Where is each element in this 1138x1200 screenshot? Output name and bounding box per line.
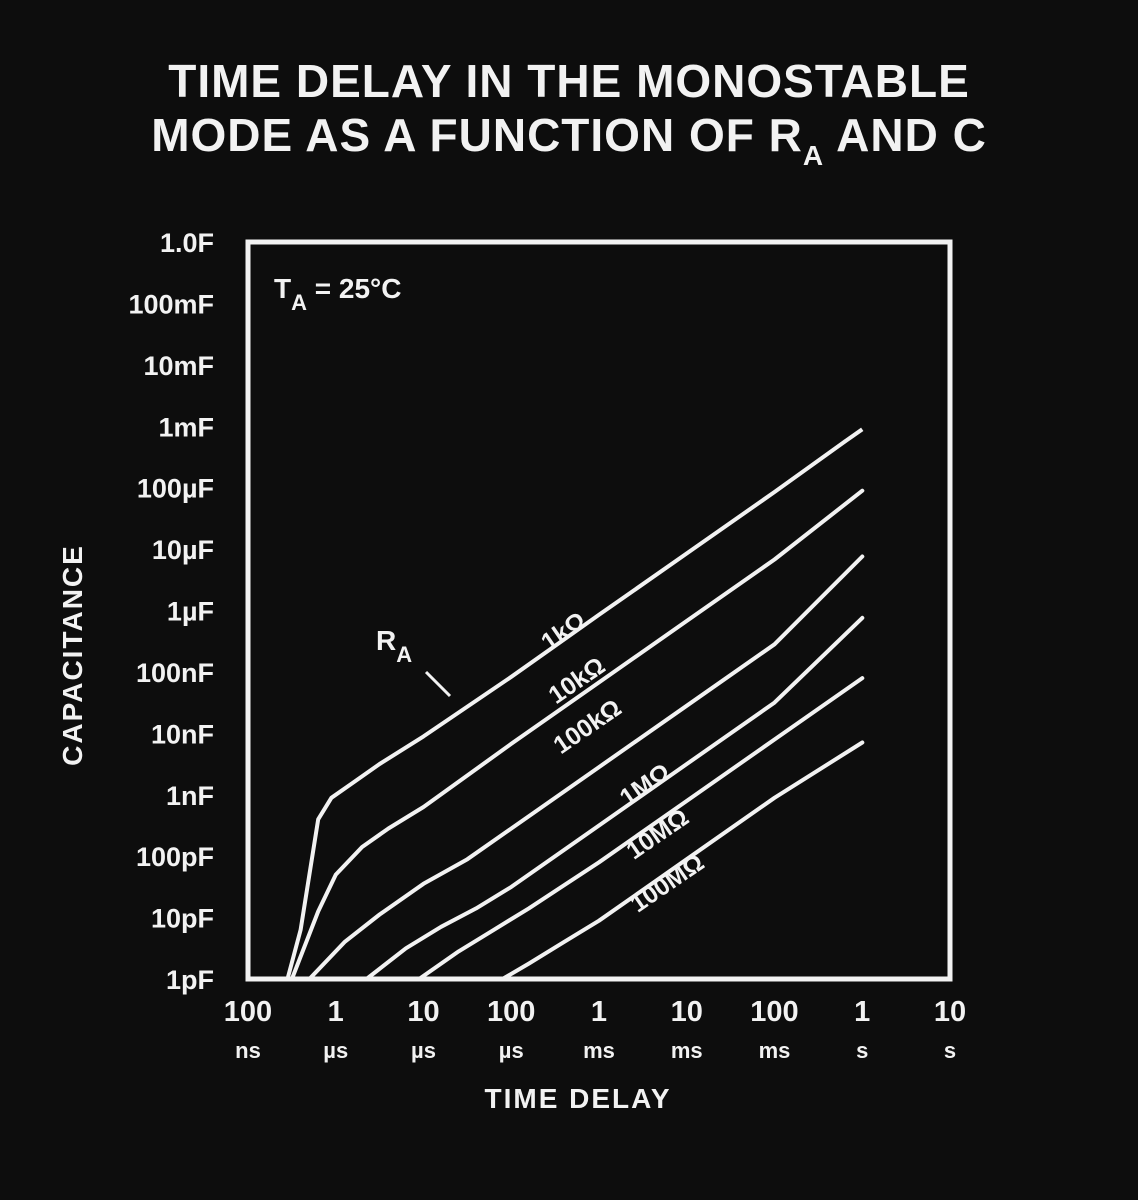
y-tick-label: 1mF (158, 412, 214, 442)
series-label: 1kΩ (536, 606, 591, 656)
series-line (417, 676, 865, 981)
series-label: 1MΩ (615, 758, 676, 812)
y-tick-label: 10mF (143, 351, 214, 381)
title-prefix: MODE AS A FUNCTION OF R (151, 109, 803, 161)
series-line (285, 439, 847, 981)
x-tick-value: 10 (934, 996, 966, 1028)
x-tick-unit: ms (759, 1038, 791, 1063)
x-tick-value: 100 (224, 996, 272, 1028)
y-tick-label: 100mF (128, 289, 214, 319)
x-axis-title: TIME DELAY (485, 1083, 672, 1114)
x-tick-value: 1 (854, 996, 870, 1028)
x-tick-unit: ms (671, 1038, 703, 1063)
y-tick-label: 10nF (151, 719, 214, 749)
x-tick-unit: ms (583, 1038, 615, 1063)
annotation-rest: = 25°C (307, 273, 401, 304)
y-tick-label: 100pF (136, 842, 214, 872)
ra-subscript: A (396, 642, 412, 667)
title-subscript: A (802, 140, 825, 171)
x-tick-unit: µs (411, 1038, 436, 1063)
ra-main: R (376, 625, 396, 656)
y-axis-title: CAPACITANCE (57, 544, 88, 766)
x-tick-unit: µs (323, 1038, 348, 1063)
y-tick-label: 100nF (136, 658, 214, 688)
title-suffix: AND C (824, 109, 987, 161)
series-line-dashed-extension (843, 427, 864, 444)
x-tick-value: 1 (328, 996, 344, 1028)
x-tick-unit: s (944, 1038, 956, 1063)
x-tick-labels: 100 ns 1 µs 10 µs 100 µs 1 ms 10 ms 100 ms 1 s 10 s (224, 996, 966, 1063)
annotation-subscript: A (291, 290, 307, 315)
x-tick-value: 1 (591, 996, 607, 1028)
annotation-main: T (274, 273, 291, 304)
curves-group (285, 427, 865, 981)
series-line (307, 554, 865, 981)
ra-group-label: RA (376, 625, 412, 667)
y-tick-labels: 1.0F 100mF 10mF 1mF 100µF 10µF 1µF 100nF 10nF 1nF… (128, 228, 214, 995)
plot-frame (245, 239, 953, 982)
y-tick-label: 1µF (167, 597, 214, 627)
x-tick-value: 10 (407, 996, 439, 1028)
y-tick-label: 100µF (137, 474, 214, 504)
temperature-annotation: TA = 25°C (274, 273, 401, 315)
x-tick-value: 100 (750, 996, 798, 1028)
y-tick-label: 1.0F (160, 228, 214, 258)
x-tick-unit: µs (499, 1038, 524, 1063)
chart-title-line-1: TIME DELAY IN THE MONOSTABLE (168, 55, 970, 107)
y-tick-label: 1nF (166, 781, 214, 811)
x-tick-value: 100 (487, 996, 535, 1028)
ra-leader-line (424, 670, 452, 698)
y-tick-label: 1pF (166, 965, 214, 995)
series-line (289, 488, 865, 981)
chart-title-line-2: MODE AS A FUNCTION OF RA AND C (0, 108, 1138, 171)
x-tick-unit: ns (235, 1038, 261, 1063)
x-tick-unit: s (856, 1038, 868, 1063)
series-line (500, 740, 865, 981)
y-tick-label: 10µF (152, 535, 214, 565)
y-tick-label: 10pF (151, 904, 214, 934)
series-line (364, 615, 865, 981)
x-tick-value: 10 (671, 996, 703, 1028)
